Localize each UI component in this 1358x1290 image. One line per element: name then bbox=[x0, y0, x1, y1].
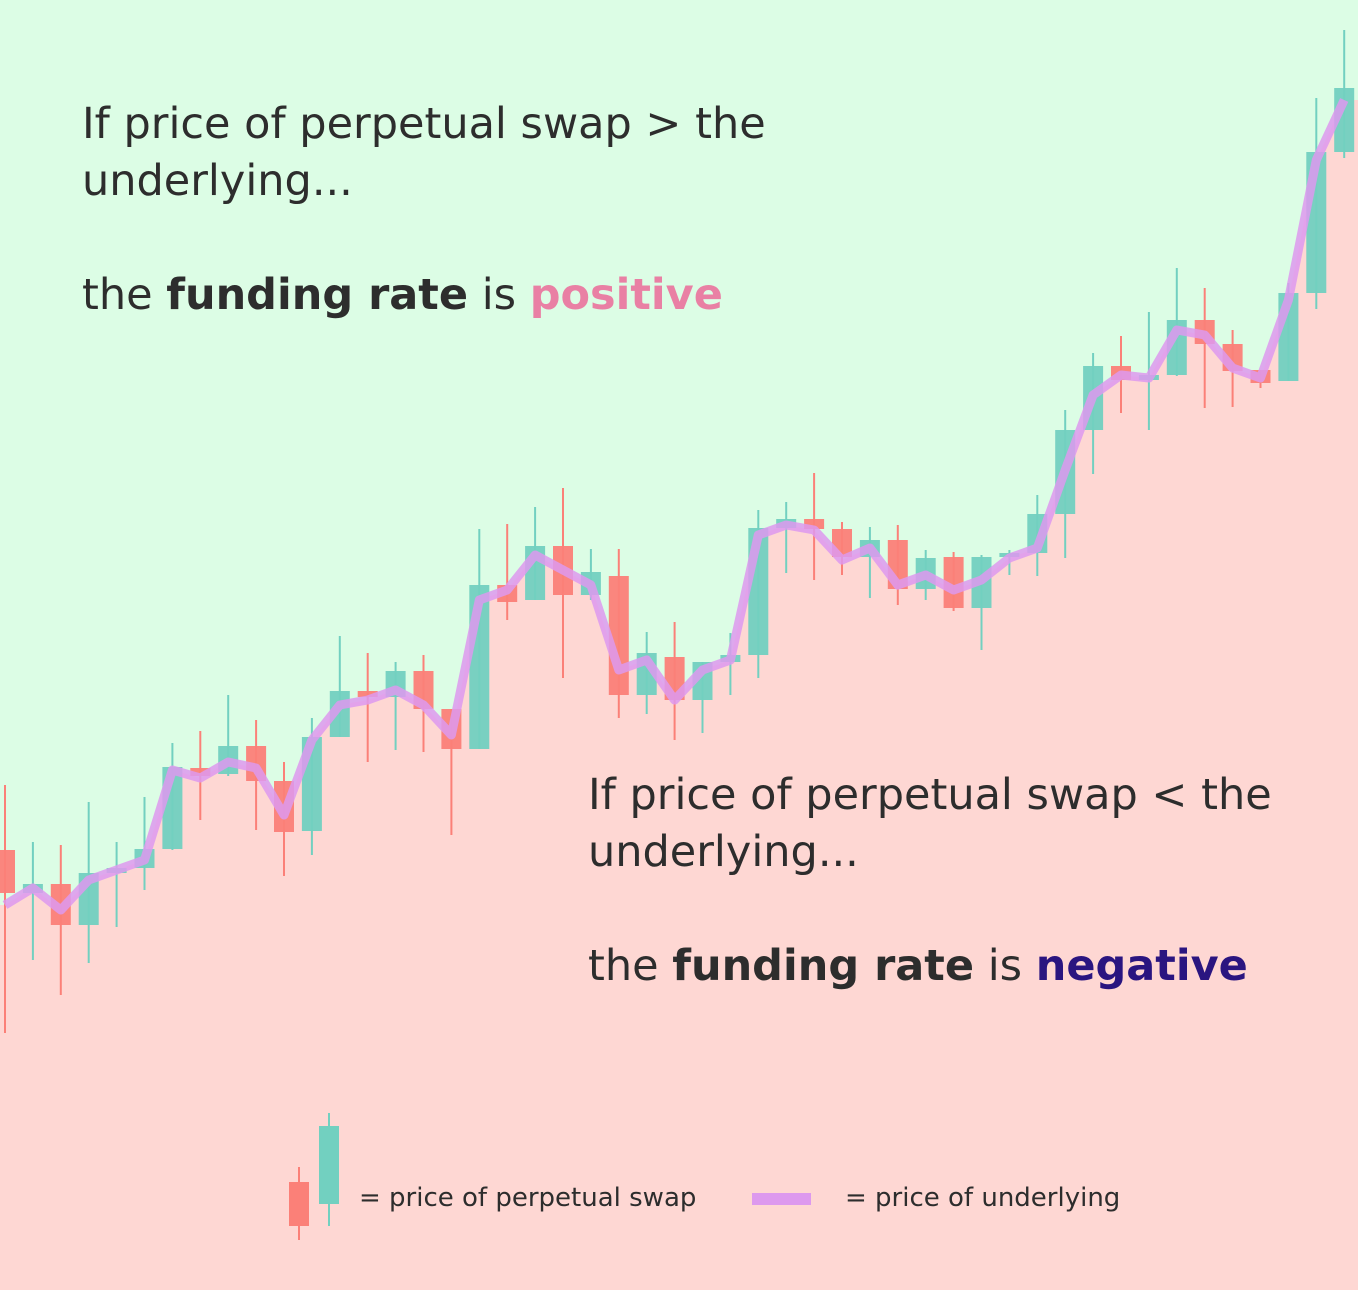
text: is bbox=[987, 941, 1023, 991]
candle-body bbox=[804, 519, 825, 529]
annotation-line: the funding rate is positive bbox=[82, 267, 822, 324]
legend-line bbox=[752, 1193, 811, 1205]
underlying-line bbox=[2, 98, 1349, 915]
annotation-text: If price of perpetual swap < the underly… bbox=[588, 770, 1272, 877]
annotation-text: If price of perpetual swap > the underly… bbox=[82, 99, 766, 206]
candle-body bbox=[357, 691, 378, 697]
legend-candle-down bbox=[289, 1182, 309, 1226]
emphasis: negative bbox=[1035, 941, 1248, 991]
text: the bbox=[82, 270, 153, 320]
candle-body bbox=[0, 850, 15, 893]
emphasis: positive bbox=[529, 270, 723, 320]
legend-icons bbox=[289, 1113, 811, 1240]
legend-label: = price of underlying bbox=[845, 1183, 1121, 1213]
text: is bbox=[481, 270, 517, 320]
annotation-line: the funding rate is negative bbox=[588, 938, 1328, 995]
background-below bbox=[0, 100, 1358, 1290]
candle-body bbox=[190, 768, 211, 776]
legend-candle-up bbox=[319, 1126, 339, 1204]
plot bbox=[0, 30, 1358, 1290]
candle-body bbox=[943, 557, 964, 608]
bold-text: funding rate bbox=[166, 270, 469, 320]
annotation: If price of perpetual swap > the underly… bbox=[82, 96, 822, 324]
annotation: If price of perpetual swap < the underly… bbox=[588, 767, 1328, 995]
bold-text: funding rate bbox=[672, 941, 975, 991]
text: the bbox=[588, 941, 659, 991]
legend-label: = price of perpetual swap bbox=[359, 1183, 697, 1213]
